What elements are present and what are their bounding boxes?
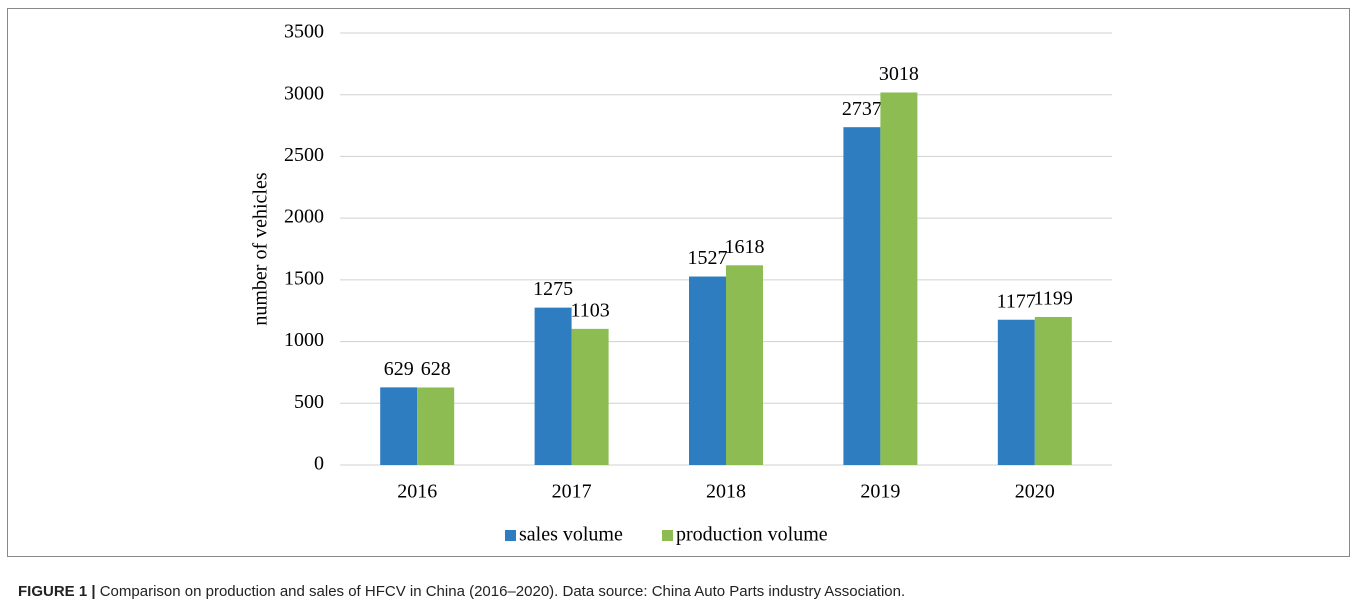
x-tick-label: 2018 bbox=[706, 481, 746, 503]
bar bbox=[571, 328, 609, 465]
y-tick-label: 2500 bbox=[284, 144, 324, 166]
x-tick-label: 2019 bbox=[860, 481, 900, 503]
data-label: 628 bbox=[421, 358, 451, 380]
legend-swatch bbox=[662, 530, 673, 541]
caption: FIGURE 1 | Comparison on production and … bbox=[18, 583, 905, 600]
y-tick-label: 500 bbox=[294, 391, 324, 413]
y-tick-label: 2000 bbox=[284, 206, 324, 228]
data-label: 1527 bbox=[688, 247, 728, 269]
bar bbox=[534, 307, 572, 465]
legend-swatch bbox=[505, 530, 516, 541]
y-tick-label: 3000 bbox=[284, 82, 324, 104]
bar bbox=[880, 92, 918, 466]
y-axis-label: number of vehicles bbox=[250, 172, 272, 325]
data-label: 1618 bbox=[725, 236, 765, 258]
caption-text: Comparison on production and sales of HF… bbox=[100, 583, 905, 600]
legend-label: production volume bbox=[676, 524, 828, 546]
y-tick-label: 1000 bbox=[284, 329, 324, 351]
y-tick-label: 1500 bbox=[284, 267, 324, 289]
bar bbox=[689, 276, 726, 465]
bar bbox=[417, 387, 455, 465]
data-label: 1275 bbox=[533, 278, 573, 300]
x-tick-label: 2020 bbox=[1015, 481, 1055, 503]
data-label: 1177 bbox=[997, 290, 1036, 312]
data-label: 629 bbox=[384, 358, 414, 380]
data-label: 1199 bbox=[1034, 288, 1073, 310]
bar bbox=[380, 387, 418, 465]
y-tick-label: 3500 bbox=[284, 21, 324, 43]
data-label: 1103 bbox=[570, 299, 609, 321]
bar bbox=[1034, 317, 1072, 465]
bar bbox=[726, 265, 763, 465]
bar bbox=[843, 127, 881, 466]
x-tick-label: 2017 bbox=[552, 481, 592, 503]
bar bbox=[997, 319, 1035, 465]
data-label: 3018 bbox=[879, 63, 919, 85]
legend-label: sales volume bbox=[519, 524, 623, 546]
y-tick-label: 0 bbox=[314, 453, 324, 475]
figure-frame bbox=[7, 8, 1350, 557]
caption-label: FIGURE 1 | bbox=[18, 583, 96, 600]
x-tick-label: 2016 bbox=[397, 481, 437, 503]
data-label: 2737 bbox=[842, 98, 882, 120]
